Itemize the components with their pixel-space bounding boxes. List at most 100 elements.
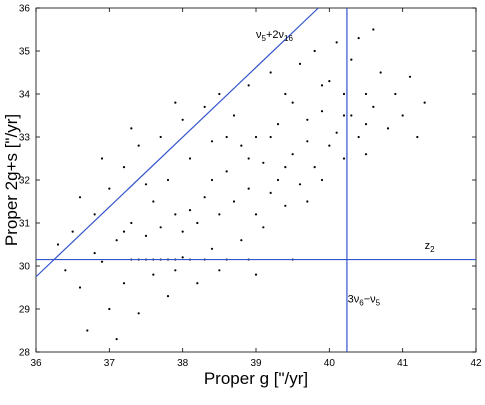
- x-axis-label: Proper g ["/yr]: [204, 369, 308, 388]
- label-text: +2ν: [266, 29, 285, 41]
- point: [335, 131, 338, 134]
- point: [174, 269, 177, 272]
- y-tick-label: 35: [19, 47, 31, 58]
- point: [306, 140, 309, 143]
- resonance-label: z2: [425, 240, 436, 254]
- point: [137, 312, 140, 315]
- point: [247, 84, 250, 87]
- point: [210, 247, 214, 250]
- resonance-label: 3ν6−ν5: [348, 294, 381, 308]
- point: [218, 269, 221, 272]
- resonance-line: [35, 7, 319, 278]
- point: [218, 92, 221, 96]
- x-tick-label: 42: [470, 358, 482, 369]
- point: [93, 252, 96, 255]
- label-text: 3ν: [348, 294, 360, 306]
- point: [313, 49, 316, 53]
- y-axis-label: Proper 2g+s ["/yr]: [2, 114, 21, 246]
- point: [379, 71, 382, 74]
- point: [78, 286, 82, 289]
- y-tick-label: 29: [19, 305, 31, 316]
- point: [203, 196, 206, 199]
- point: [313, 166, 316, 169]
- x-tick-label: 37: [104, 358, 116, 369]
- point: [152, 200, 155, 203]
- point: [247, 187, 250, 190]
- point: [254, 273, 258, 276]
- point: [298, 62, 302, 65]
- point: [86, 329, 89, 332]
- point: [166, 295, 170, 298]
- point: [115, 239, 118, 242]
- point: [130, 127, 133, 130]
- y-tick-label: 32: [19, 176, 31, 187]
- point: [122, 282, 126, 285]
- point: [386, 127, 390, 130]
- point: [144, 234, 148, 237]
- point: [350, 114, 353, 117]
- point: [100, 157, 104, 160]
- point: [247, 157, 250, 160]
- point: [254, 135, 258, 139]
- point: [71, 230, 74, 233]
- point: [240, 144, 243, 147]
- point: [269, 191, 272, 194]
- point: [210, 140, 214, 143]
- y-tick-label: 34: [19, 90, 31, 101]
- point: [364, 92, 368, 96]
- point: [100, 260, 104, 263]
- point: [122, 166, 126, 169]
- point: [276, 123, 280, 126]
- point: [225, 170, 228, 173]
- x-tick-label: 40: [324, 358, 336, 369]
- point: [196, 282, 199, 285]
- point: [188, 157, 192, 160]
- point: [188, 209, 192, 212]
- label-subscript: 16: [284, 34, 293, 43]
- point: [93, 213, 96, 216]
- point: [306, 200, 309, 203]
- point: [122, 230, 126, 233]
- point: [408, 75, 412, 78]
- point: [108, 307, 111, 311]
- point: [174, 101, 177, 104]
- point: [218, 213, 221, 216]
- point: [166, 178, 170, 182]
- point: [232, 114, 236, 117]
- point: [306, 118, 309, 121]
- point: [210, 178, 214, 182]
- point: [328, 80, 331, 83]
- point: [342, 92, 346, 96]
- point: [394, 92, 397, 96]
- point: [364, 153, 368, 156]
- point: [262, 161, 265, 164]
- point: [284, 166, 287, 169]
- point: [181, 118, 184, 121]
- point: [291, 101, 294, 104]
- point: [364, 123, 368, 126]
- point: [115, 338, 118, 341]
- point: [298, 183, 302, 186]
- point: [225, 135, 228, 139]
- point: [78, 196, 82, 199]
- point: [196, 221, 199, 225]
- point: [130, 221, 133, 225]
- point: [174, 213, 177, 216]
- point: [203, 105, 206, 108]
- point: [372, 28, 375, 31]
- label-text: −ν: [364, 294, 376, 306]
- y-tick-label: 28: [19, 348, 31, 359]
- point: [284, 92, 287, 96]
- point: [232, 200, 236, 203]
- point: [276, 178, 280, 182]
- label-subscript: 5: [376, 299, 381, 308]
- x-tick-label: 41: [397, 358, 409, 369]
- point: [291, 153, 294, 156]
- point: [350, 58, 353, 61]
- point: [269, 135, 272, 139]
- point: [144, 183, 148, 186]
- label-subscript: 6: [359, 299, 364, 308]
- point: [335, 41, 338, 44]
